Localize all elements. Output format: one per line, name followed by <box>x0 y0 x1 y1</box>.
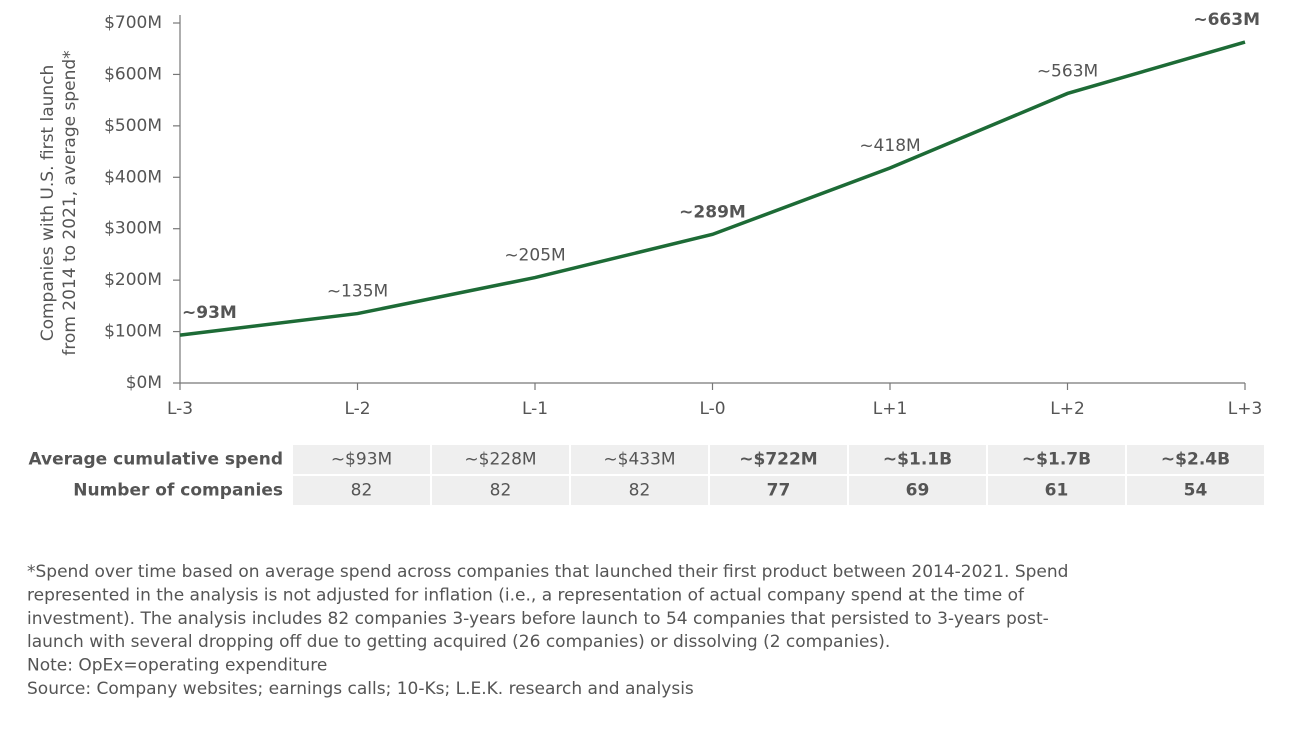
table-cell <box>293 476 430 505</box>
table-cell <box>571 445 708 474</box>
cell-text: 69 <box>906 481 930 501</box>
y-tick-label: $700M <box>104 13 162 33</box>
x-tick-label: L+3 <box>1228 399 1263 419</box>
table-cell <box>1127 476 1264 505</box>
y-tick-label: $600M <box>104 64 162 84</box>
line <box>179 40 1246 337</box>
table-cell <box>432 476 569 505</box>
data-label: ~663M <box>1193 10 1260 30</box>
table-cell <box>710 476 847 505</box>
table-cell <box>849 445 986 474</box>
y-tick-label: $100M <box>104 322 162 342</box>
cell-text: ~$2.4B <box>1161 450 1230 470</box>
table-cell <box>1127 445 1264 474</box>
x-tick-label: L+1 <box>873 399 908 419</box>
y-tick-label: $300M <box>104 219 162 239</box>
y-tick-label: $200M <box>104 270 162 290</box>
data-label: ~93M <box>182 303 237 323</box>
table-cell <box>571 476 708 505</box>
data-label: ~135M <box>327 282 388 302</box>
table-cell <box>293 445 430 474</box>
x-tick-label: L-2 <box>344 399 370 419</box>
x-tick-label: L-1 <box>522 399 548 419</box>
y-axis-label: Companies with U.S. first launch <box>38 65 58 342</box>
data-label: ~205M <box>504 246 565 266</box>
cell-text: 82 <box>351 481 373 501</box>
cell-text: 77 <box>767 481 791 501</box>
cell-text: ~$1.7B <box>1022 450 1091 470</box>
table-cell <box>849 476 986 505</box>
row-label: Number of companies <box>73 481 283 501</box>
row-label: Average cumulative spend <box>28 450 283 470</box>
table-cell <box>432 445 569 474</box>
x-tick-label: L-3 <box>167 399 193 419</box>
cell-text: ~$1.1B <box>883 450 952 470</box>
x-tick-label: L-0 <box>699 399 725 419</box>
footnote: represented in the analysis is not adjus… <box>27 585 1025 605</box>
data-label: ~563M <box>1037 61 1098 81</box>
y-tick-label: $400M <box>104 167 162 187</box>
cell-text: ~$93M <box>331 450 392 470</box>
cell-text: ~$228M <box>464 450 536 470</box>
cell-text: 82 <box>629 481 651 501</box>
y-axis-label: from 2014 to 2021, average spend* <box>60 50 80 355</box>
table-cell <box>988 476 1125 505</box>
cell-text: ~$722M <box>739 450 817 470</box>
footnote: Source: Company websites; earnings calls… <box>27 679 694 699</box>
table-cell <box>710 445 847 474</box>
footnote: investment). The analysis includes 82 co… <box>27 609 1049 629</box>
cell-text: 82 <box>490 481 512 501</box>
y-tick-label: $0M <box>126 373 162 393</box>
footnote: *Spend over time based on average spend … <box>27 562 1068 582</box>
cell-text: ~$433M <box>603 450 675 470</box>
footnote: Note: OpEx=operating expenditure <box>27 656 327 676</box>
x-tick-label: L+2 <box>1050 399 1085 419</box>
data-label: ~289M <box>679 202 746 222</box>
y-tick-label: $500M <box>104 116 162 136</box>
footnote: launch with several dropping off due to … <box>27 632 890 652</box>
cell-text: 54 <box>1184 481 1208 501</box>
table-cell <box>988 445 1125 474</box>
data-label: ~418M <box>859 136 920 156</box>
cell-text: 61 <box>1045 481 1069 501</box>
